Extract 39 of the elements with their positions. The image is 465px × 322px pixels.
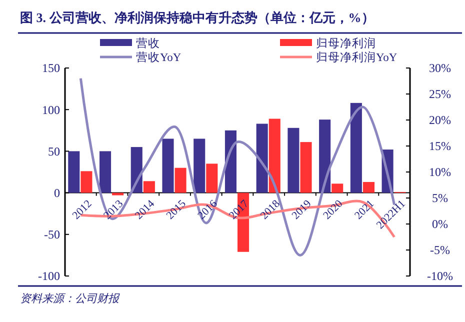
y2-tick-label: 25% xyxy=(429,87,451,102)
bar xyxy=(112,192,124,196)
bar xyxy=(100,151,112,193)
y2-tick-label: -5% xyxy=(430,243,450,258)
legend-label: 归母净利润YoY xyxy=(316,50,398,64)
legend-label: 营收 xyxy=(136,37,160,50)
bar xyxy=(288,128,300,193)
bar xyxy=(194,138,206,193)
bar xyxy=(256,124,268,193)
y2-tick-label: 10% xyxy=(429,165,451,180)
bar xyxy=(332,184,344,193)
y2-tick-label: 0% xyxy=(432,217,448,232)
bar xyxy=(319,120,331,193)
y2-tick-label: 20% xyxy=(429,113,451,128)
y-tick-label: 50 xyxy=(48,144,60,158)
bar xyxy=(300,142,312,193)
y-tick-label: 100 xyxy=(42,102,60,117)
chart-title: 图 3. 公司营收、净利润保持稳中有升态势（单位：亿元，%） xyxy=(20,10,374,25)
y-tick-label: 150 xyxy=(42,61,60,76)
bar xyxy=(68,151,80,193)
y-tick-label: 0 xyxy=(54,186,60,200)
y-tick-label: -100 xyxy=(38,269,60,284)
legend-label: 归母净利润 xyxy=(316,36,376,50)
bar xyxy=(362,182,374,193)
y2-tick-label: 15% xyxy=(429,139,451,154)
bar xyxy=(350,102,362,193)
y2-tick-label: 5% xyxy=(432,191,448,206)
bar xyxy=(80,171,92,193)
bar xyxy=(206,164,218,193)
y2-tick-label: 30% xyxy=(429,61,451,76)
bar xyxy=(143,181,155,193)
y2-tick-label: -10% xyxy=(427,269,453,284)
bar xyxy=(224,130,236,193)
bar xyxy=(268,118,280,193)
y-tick-label: -50 xyxy=(44,228,60,242)
bar xyxy=(162,138,174,193)
legend-label: 营收YoY xyxy=(136,51,182,64)
bar xyxy=(174,168,186,193)
text: 资料来源：公司财报 xyxy=(20,292,120,305)
